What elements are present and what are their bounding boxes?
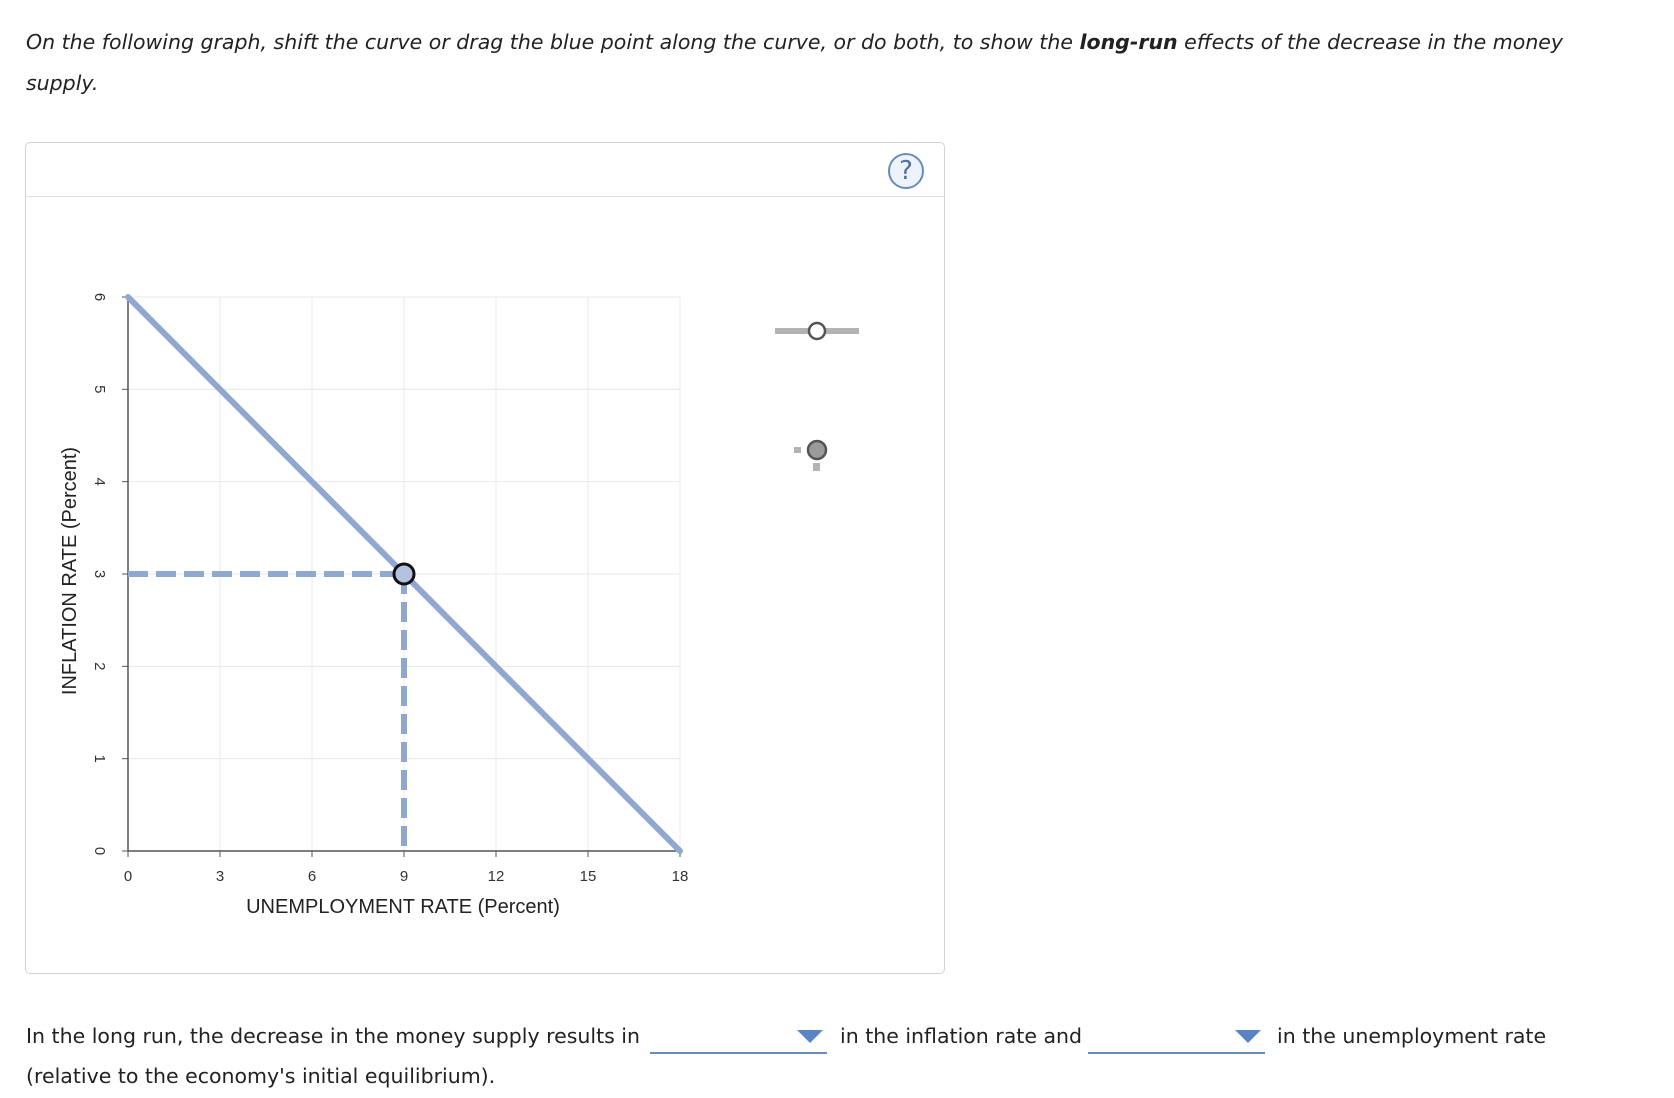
unemployment-change-dropdown[interactable] [1088, 1022, 1265, 1054]
chevron-down-icon [1235, 1030, 1261, 1043]
help-icon[interactable]: ? [888, 153, 924, 189]
y-tick-label: 2 [91, 662, 108, 670]
point-drag-tool-icon[interactable] [794, 439, 828, 471]
instructions-text: On the following graph, shift the curve … [26, 22, 1626, 104]
inflation-change-dropdown[interactable] [650, 1022, 827, 1054]
curve-drag-tool-icon[interactable] [775, 321, 859, 341]
x-tick-label: 18 [672, 868, 689, 885]
answer-line-2: (relative to the economy's initial equil… [26, 1064, 495, 1088]
answer-text-1: In the long run, the decrease in the mon… [26, 1024, 640, 1048]
point-guides [128, 571, 407, 851]
answer-text-2-wrap: in the inflation rate and [840, 1024, 1082, 1048]
instructions-part1: On the following graph, shift the curve … [26, 30, 1080, 54]
equilibrium-point[interactable] [392, 562, 416, 586]
x-tick-label: 6 [308, 868, 316, 885]
y-axis-title: INFLATION RATE (Percent) [59, 447, 81, 695]
x-tick-label: 15 [580, 868, 597, 885]
x-tick-label: 3 [216, 868, 224, 885]
answer-line-1: In the long run, the decrease in the mon… [26, 1024, 640, 1048]
y-tick-label: 6 [91, 293, 108, 301]
answer-text-4: (relative to the economy's initial equil… [26, 1064, 496, 1088]
y-tick-label: 5 [91, 385, 108, 393]
x-tick-label: 9 [400, 868, 408, 885]
y-tick-label: 4 [91, 477, 108, 485]
x-tick-label: 12 [488, 868, 505, 885]
answer-text-2: in the inflation rate and [840, 1024, 1083, 1048]
answer-text-3-wrap: in the unemployment rate [1277, 1024, 1546, 1048]
y-tick-label: 0 [91, 847, 108, 855]
graph-panel: ? 0 3 6 9 12 15 18 0 1 2 3 4 5 6 UNEMPLOYMENT RATE (P… [25, 142, 945, 974]
point-layer [392, 562, 416, 586]
chevron-down-icon [797, 1030, 823, 1043]
y-tick-label: 3 [91, 570, 108, 578]
y-tick-label: 1 [91, 754, 108, 762]
instructions-bold: long-run [1079, 30, 1178, 54]
x-tick-label: 0 [124, 868, 132, 885]
instructions-part2: effects of the decrease in the money sup… [26, 30, 1564, 95]
graph-panel-header: ? [26, 143, 944, 197]
answer-text-3: in the unemployment rate [1277, 1024, 1547, 1048]
x-axis-title: UNEMPLOYMENT RATE (Percent) [246, 896, 560, 918]
